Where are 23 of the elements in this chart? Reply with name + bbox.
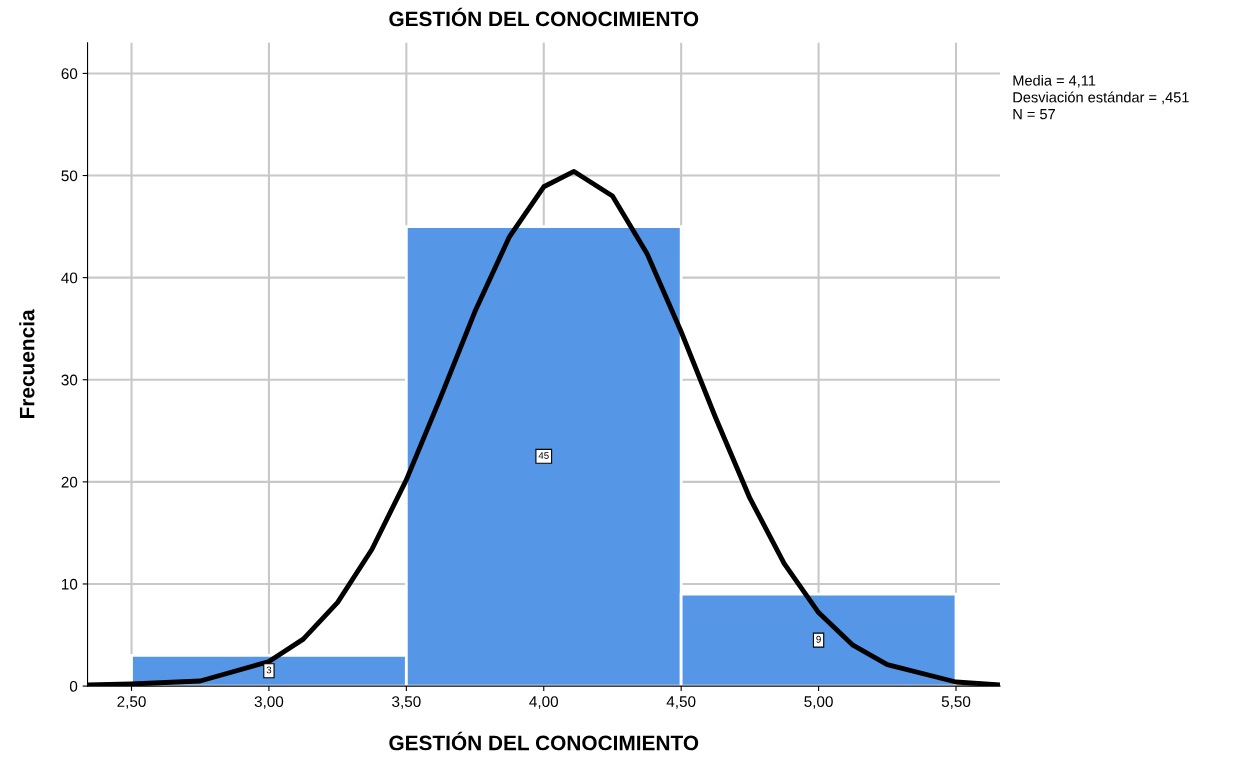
text: N = 57 — [1013, 109, 1055, 120]
x-tick-label: 5,00 — [804, 696, 833, 709]
x-axis-title: GESTIÓN DEL CONOCIMIENTO — [389, 731, 699, 751]
x-tick-label: 5,50 — [941, 696, 971, 709]
y-axis-title: Frecuencia — [19, 309, 35, 419]
text: Desviación estándar = ,451 — [1013, 91, 1189, 105]
y-tick-label: 50 — [61, 170, 78, 182]
data-label: 45 — [538, 452, 549, 459]
data-label: 9 — [816, 635, 821, 643]
x-tick-label: 2,50 — [117, 696, 146, 709]
y-tick-label: 10 — [61, 578, 78, 590]
text: Media = 4,11 — [1013, 74, 1096, 88]
data-label: 3 — [266, 666, 272, 674]
x-tick-label: 4,00 — [529, 696, 559, 709]
y-tick-label: 60 — [61, 68, 78, 80]
x-tick-label: 3,50 — [392, 696, 421, 709]
x-tick-label: 3,00 — [254, 696, 284, 709]
chart-title: GESTIÓN DEL CONOCIMIENTO — [389, 7, 699, 27]
y-tick-label: 0 — [69, 680, 78, 692]
y-tick-label: 30 — [61, 374, 78, 386]
y-tick-label: 20 — [61, 476, 78, 488]
y-tick-label: 40 — [61, 272, 78, 284]
x-tick-label: 4,50 — [666, 696, 696, 709]
